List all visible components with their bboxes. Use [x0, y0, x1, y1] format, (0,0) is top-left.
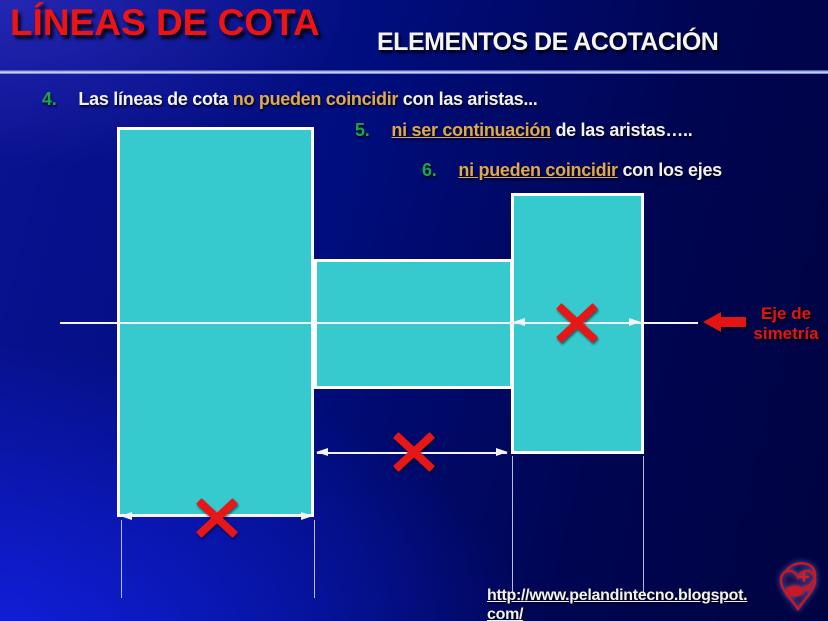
arrowhead-icon: [301, 512, 313, 520]
symmetry-axis-line: [60, 322, 698, 324]
extension-line: [314, 520, 315, 598]
rule-text: ni ser continuación de las aristas…..: [391, 120, 692, 141]
extension-line: [643, 456, 644, 595]
error-cross-icon: [554, 300, 600, 346]
footer-url-line1[interactable]: http://www.pelandintecno.blogspot.: [487, 587, 748, 604]
left-arrow-body: [720, 317, 746, 327]
rule-item-5: 5. ni ser continuación de las aristas…..: [355, 120, 693, 141]
heart-swirl-icon: [779, 562, 817, 612]
error-cross-icon: [194, 495, 240, 541]
header-divider: [0, 70, 828, 74]
shape-shaft: [314, 259, 513, 389]
axis-label: Eje de simetría: [746, 304, 826, 344]
arrowhead-icon: [120, 512, 132, 520]
arrowhead-icon: [513, 318, 525, 326]
left-arrow-icon: [703, 312, 721, 332]
rule-item-6: 6. ni pueden coincidir con los ejes: [422, 160, 722, 181]
rule-text: Las líneas de cota no pueden coincidir c…: [78, 89, 537, 110]
rule-number: 5.: [355, 120, 370, 140]
footer-url-link[interactable]: http://www.pelandintecno.blogspot. com/: [487, 586, 748, 621]
axis-label-line2: simetría: [753, 324, 819, 343]
error-cross-icon: [391, 429, 437, 475]
rule-number: 6.: [422, 160, 437, 180]
arrowhead-icon: [629, 318, 641, 326]
rule-text-post: con los ejes: [617, 160, 722, 180]
extension-line: [512, 456, 513, 595]
rule-text-post: con las aristas...: [398, 89, 538, 109]
rule-text-post: de las aristas…..: [550, 120, 693, 140]
page-subtitle: ELEMENTOS DE ACOTACIÓN: [377, 28, 719, 56]
page-title: LÍNEAS DE COTA: [10, 2, 320, 43]
axis-pointer: [703, 312, 746, 332]
arrowhead-icon: [316, 448, 328, 456]
rule-item-4: 4. Las líneas de cota no pueden coincidi…: [42, 89, 538, 110]
footer-url-line2[interactable]: com/: [487, 606, 524, 621]
rule-number: 4.: [42, 89, 57, 109]
site-logo: [779, 562, 817, 612]
axis-label-line1: Eje de: [760, 304, 812, 323]
rule-text-pre: Las líneas de cota: [78, 89, 233, 109]
extension-line: [121, 520, 122, 598]
rule-text-highlight: ni pueden coincidir: [458, 160, 618, 180]
rule-text-highlight: no pueden coincidir: [232, 89, 399, 109]
arrowhead-icon: [496, 448, 508, 456]
rule-text: ni pueden coincidir con los ejes: [458, 160, 722, 181]
rule-text-highlight: ni ser continuación: [391, 120, 551, 140]
